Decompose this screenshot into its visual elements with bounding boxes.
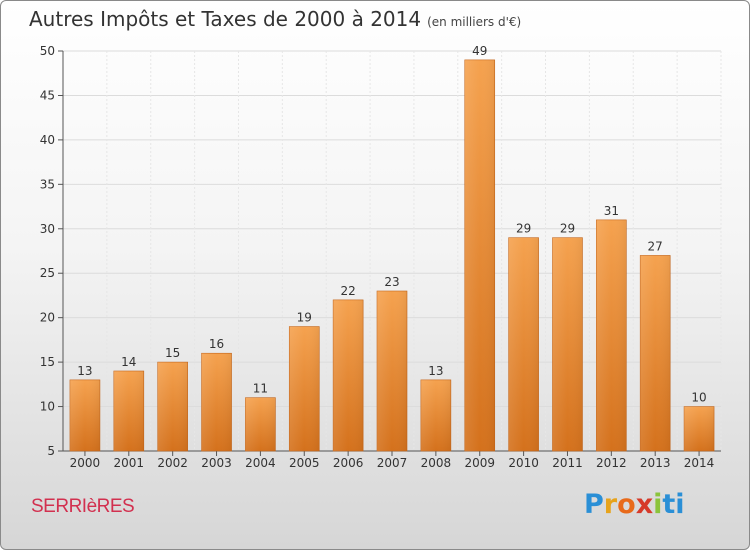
bar-value-label: 22	[340, 284, 355, 298]
bar-shine	[245, 397, 276, 451]
y-tick-label: 15	[40, 355, 55, 369]
bar-value-label: 49	[472, 44, 487, 58]
y-tick-label: 45	[40, 88, 55, 102]
bar-shine	[640, 255, 671, 451]
x-tick-label: 2011	[552, 456, 583, 470]
chart-unit: (en milliers d'€)	[427, 15, 522, 29]
title-text: Autres Impôts et Taxes de 2000 à 2014	[29, 7, 422, 31]
y-tick-label: 10	[40, 400, 55, 414]
x-tick-label: 2008	[421, 456, 452, 470]
x-tick-label: 2007	[377, 456, 408, 470]
bar-shine	[157, 362, 188, 451]
x-tick-label: 2014	[684, 456, 715, 470]
labels: 13 14 15 16 11 19 22 23 13 49 29 29 31 27 10	[77, 44, 706, 405]
bar-value-label: 29	[560, 222, 575, 236]
bar-shine	[113, 371, 144, 451]
y-tick-label: 20	[40, 311, 55, 325]
x-tick-label: 2012	[596, 456, 627, 470]
x-tick-label: 2004	[245, 456, 276, 470]
y-tick-label: 50	[40, 44, 55, 58]
bars	[69, 59, 715, 452]
logo-letter: i	[653, 489, 663, 520]
axes: 5 10 15 20 25 30 35 40 45 50 2000 2001 2002 2003 2004 2…	[40, 44, 721, 470]
x-tick-label: 2000	[70, 456, 101, 470]
bar-value-label: 11	[253, 382, 268, 396]
x-tick-label: 2013	[640, 456, 671, 470]
bar-value-label: 13	[77, 364, 92, 378]
bar-shine	[289, 326, 320, 451]
logo-letter: P	[584, 489, 604, 520]
y-tick-label: 5	[47, 444, 55, 458]
bar-shine	[596, 219, 627, 451]
proxiti-logo[interactable]: Proxiti	[584, 489, 685, 520]
bar-value-label: 15	[165, 346, 180, 360]
x-tick-label: 2003	[201, 456, 232, 470]
y-tick-label: 40	[40, 133, 55, 147]
bar-shine	[508, 237, 539, 451]
bar-shine	[333, 299, 364, 451]
x-tick-label: 2009	[464, 456, 495, 470]
bar-shine	[201, 353, 232, 451]
bar-value-label: 14	[121, 355, 136, 369]
logo-letter: ti	[662, 489, 685, 520]
y-tick-label: 35	[40, 177, 55, 191]
bar-shine	[420, 379, 451, 451]
x-tick-label: 2006	[333, 456, 364, 470]
x-tick-label: 2005	[289, 456, 320, 470]
bar-value-label: 23	[384, 275, 399, 289]
x-tick-label: 2010	[508, 456, 539, 470]
bar-value-label: 27	[648, 239, 663, 253]
logo-letter: r	[603, 489, 618, 520]
y-tick-label: 25	[40, 266, 55, 280]
logo-letter: x	[635, 489, 654, 520]
x-tick-label: 2001	[114, 456, 145, 470]
x-tick-label: 2002	[157, 456, 188, 470]
bar-value-label: 29	[516, 222, 531, 236]
bar-shine	[552, 237, 583, 451]
bar-value-label: 13	[428, 364, 443, 378]
bar-shine	[464, 59, 495, 452]
logo-letter: o	[617, 489, 636, 520]
bar-shine	[377, 291, 407, 451]
bar-shine	[684, 406, 715, 451]
bar-value-label: 10	[691, 391, 706, 405]
bar-value-label: 16	[209, 337, 224, 351]
place-name: SERRIèRES	[31, 496, 135, 517]
chart-title: Autres Impôts et Taxes de 2000 à 2014 (en…	[29, 7, 521, 31]
bar-shine	[69, 379, 100, 451]
bar-value-label: 31	[604, 204, 619, 218]
y-tick-label: 30	[40, 222, 55, 236]
bar-value-label: 19	[297, 311, 312, 325]
